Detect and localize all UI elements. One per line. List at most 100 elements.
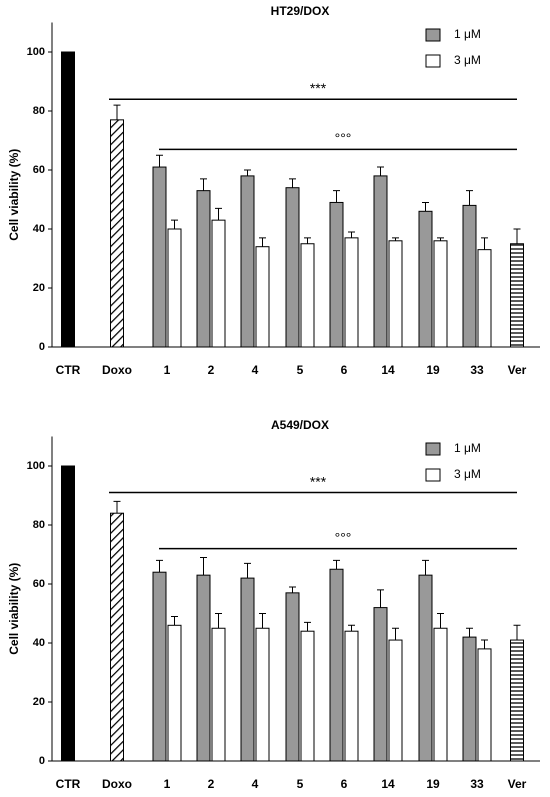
bar (240, 577, 255, 762)
x-tick-label: 5 (297, 363, 304, 377)
bar (344, 237, 359, 348)
y-tick-label: 0 (39, 755, 45, 767)
error-bar (171, 615, 178, 626)
y-tick-label: 0 (39, 341, 45, 353)
bar (110, 119, 124, 348)
bar (61, 51, 75, 348)
chart-panel: A549/DOX Cell viability (%) 0 20 40 60 80 100 CT… (7, 418, 540, 791)
chart-title: A549/DOX (271, 418, 329, 432)
legend-label: 3 μM (454, 467, 481, 481)
bar (373, 175, 388, 348)
error-bar (333, 190, 340, 203)
y-tick-label: 100 (27, 46, 45, 58)
legend-label: 1 μM (454, 27, 481, 41)
legend-swatch (425, 28, 441, 42)
x-tick-label: 14 (381, 777, 395, 791)
error-bar (156, 559, 163, 573)
bar (462, 636, 477, 762)
bar (300, 243, 315, 348)
bar (373, 607, 388, 762)
error-bar (422, 201, 429, 212)
significance-label: *** (310, 473, 327, 489)
error-bar (466, 627, 473, 638)
error-bar (200, 556, 207, 576)
x-tick-label: 4 (252, 777, 259, 791)
bar (255, 246, 270, 348)
x-tick-label: 1 (164, 363, 171, 377)
bar (167, 228, 182, 348)
bar (344, 630, 359, 762)
x-tick-label: Doxo (102, 363, 132, 377)
error-bar (113, 104, 121, 120)
error-bar (348, 624, 355, 632)
error-bar (392, 627, 399, 641)
bar (240, 175, 255, 348)
x-tick-label: 19 (426, 363, 440, 377)
significance-label: °°° (335, 130, 352, 146)
y-tick-label: 100 (27, 460, 45, 472)
x-tick-label: 1 (164, 777, 171, 791)
y-tick-label: 80 (33, 519, 45, 531)
error-bar (304, 237, 311, 244)
bar (211, 627, 226, 762)
bar (61, 465, 75, 762)
x-tick-label: Doxo (102, 777, 132, 791)
significance-label: °°° (335, 529, 352, 545)
bar (388, 639, 403, 762)
bar (477, 648, 492, 762)
legend-label: 3 μM (454, 53, 481, 67)
bar (300, 630, 315, 762)
x-tick-label: 4 (252, 363, 259, 377)
error-bar (513, 624, 521, 641)
bar (418, 210, 433, 348)
y-tick-label: 60 (33, 578, 45, 590)
error-bar (377, 166, 384, 176)
error-bar (348, 231, 355, 238)
error-bar (259, 237, 266, 247)
error-bar (171, 219, 178, 229)
legend-swatch (425, 54, 441, 68)
chart-title: HT29/DOX (271, 4, 330, 18)
x-tick-label: Ver (508, 777, 527, 791)
y-tick-label: 60 (33, 164, 45, 176)
y-tick-label: 20 (33, 696, 45, 708)
bar (510, 639, 524, 762)
y-tick-label: 80 (33, 105, 45, 117)
error-bar (437, 613, 444, 629)
error-bar (156, 154, 163, 168)
error-bar (392, 237, 399, 241)
error-bar (377, 589, 384, 608)
legend-swatch (425, 442, 441, 456)
error-bar (259, 613, 266, 629)
error-bar (481, 639, 488, 649)
legend-swatch (425, 468, 441, 482)
x-tick-label: 2 (208, 777, 215, 791)
x-tick-label: Ver (508, 363, 527, 377)
bar (196, 574, 211, 762)
x-tick-label: 33 (470, 363, 484, 377)
bar (433, 627, 448, 762)
bar (285, 592, 300, 762)
y-axis-title: Cell viability (%) (7, 563, 21, 655)
x-tick-label: 33 (470, 777, 484, 791)
error-bar (513, 228, 521, 244)
y-tick-label: 40 (33, 637, 45, 649)
error-bar (289, 178, 296, 188)
bar (110, 512, 124, 762)
bar (167, 624, 182, 762)
error-bar (289, 586, 296, 593)
x-tick-label: 19 (426, 777, 440, 791)
bar (388, 240, 403, 348)
x-tick-label: 5 (297, 777, 304, 791)
y-tick-label: 40 (33, 223, 45, 235)
error-bar (481, 237, 488, 250)
error-bar (244, 169, 251, 176)
bar (477, 249, 492, 348)
error-bar (437, 237, 444, 241)
bar (462, 204, 477, 348)
error-bar (113, 500, 121, 514)
bar (329, 201, 344, 348)
error-bar (244, 562, 251, 579)
error-bar (333, 559, 340, 570)
